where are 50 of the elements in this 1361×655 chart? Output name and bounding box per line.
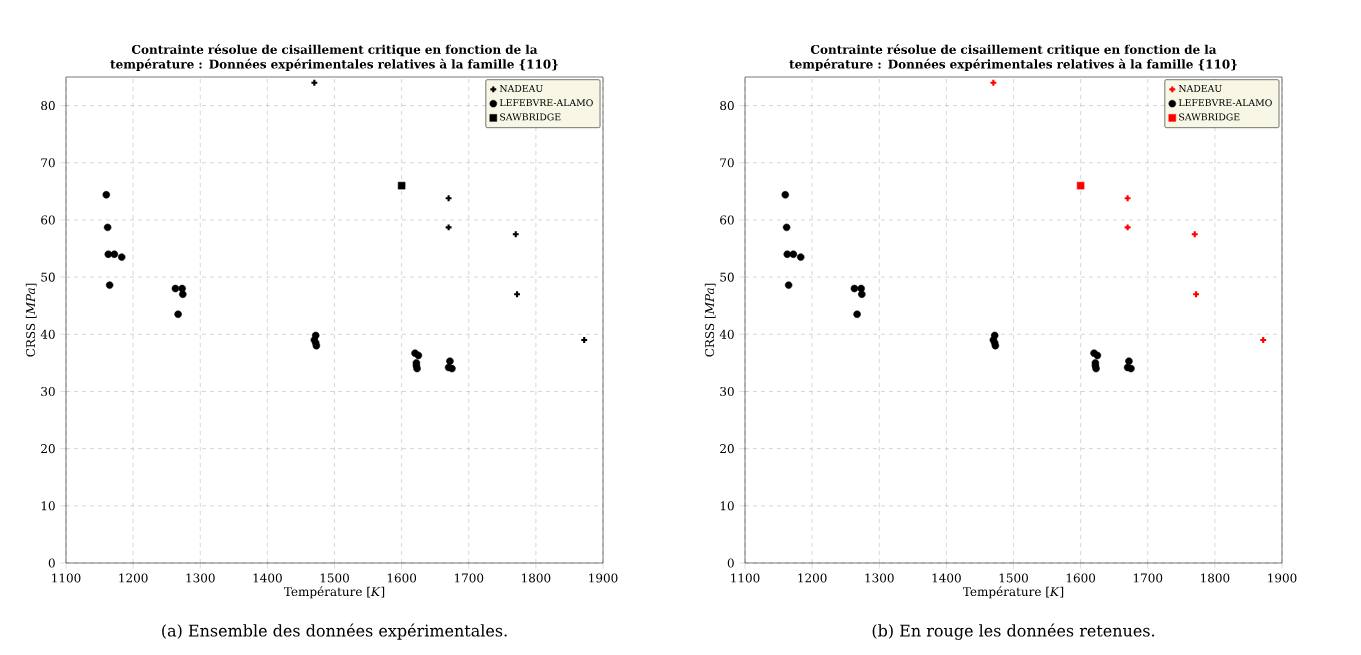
y-tick-label: 50	[720, 272, 734, 282]
y-tick-label: 20	[720, 444, 734, 454]
x-tick-label: 1500	[320, 573, 349, 583]
y-tick-label: 70	[41, 158, 55, 168]
x-tick-label: 1500	[999, 573, 1028, 583]
y-tick-label: 80	[720, 101, 734, 111]
y-tick-label: 80	[41, 101, 55, 111]
x-tick-label: 1800	[522, 573, 551, 583]
legend-label: SAWBRIDGE	[500, 113, 561, 121]
y-axis-title: CRSS [MPa]	[704, 283, 716, 357]
legend-label: LEFEBVRE-ALAMO	[499, 99, 593, 107]
y-tick-label: 10	[720, 501, 734, 511]
x-tick-label: 1400	[932, 573, 961, 583]
x-tick-label: 1100	[52, 573, 81, 583]
x-tick-label: 1700	[454, 573, 484, 583]
y-tick-label: 40	[719, 329, 734, 339]
x-tick-label: 1200	[119, 573, 148, 583]
legend-label: SAWBRIDGE	[1179, 113, 1240, 121]
x-tick-label: 1300	[186, 573, 215, 583]
x-axis-title: Température [K]	[962, 586, 1064, 599]
x-tick-label: 1100	[731, 573, 760, 583]
text: (a) Ensemble des données expérimentales.	[162, 623, 507, 640]
y-tick-label: 40	[40, 329, 55, 339]
legend-label: LEFEBVRE-ALAMO	[1178, 99, 1272, 107]
y-tick-label: 30	[720, 386, 734, 396]
x-tick-label: 1700	[1133, 573, 1163, 583]
x-tick-label: 1200	[798, 573, 827, 583]
y-tick-label: 60	[720, 215, 734, 225]
x-tick-label: 1900	[589, 573, 618, 583]
y-tick-label: 50	[41, 272, 55, 282]
y-tick-label: 10	[41, 501, 55, 511]
x-tick-label: 1400	[253, 573, 282, 583]
chart-title: Contrainte résolue de cisaillement critique en fonction de la température : Données expérimentales relatives à la famille {110}	[789, 44, 1237, 71]
x-tick-label: 1800	[1201, 573, 1230, 583]
y-tick-label: 60	[41, 215, 55, 225]
x-tick-label: 1900	[1268, 573, 1297, 583]
legend-label: NADEAU	[1178, 85, 1222, 92]
legend-label: NADEAU	[499, 85, 543, 92]
x-tick-label: 1600	[387, 573, 417, 583]
x-axis-title: Température [K]	[283, 586, 385, 599]
chart-title: Contrainte résolue de cisaillement critique en fonction de la température : Données expérimentales relatives à la famille {110}	[110, 44, 558, 71]
y-tick-label: 30	[41, 386, 55, 396]
y-tick-label: 70	[720, 158, 734, 168]
x-tick-label: 1300	[865, 573, 894, 583]
y-axis-title: CRSS [MPa]	[25, 283, 37, 357]
y-tick-label: 0	[48, 558, 55, 568]
y-tick-label: 20	[41, 444, 55, 454]
y-tick-label: 0	[727, 558, 734, 568]
x-tick-label: 1600	[1066, 573, 1096, 583]
text: (b) En rouge les données retenues.	[872, 623, 1155, 640]
